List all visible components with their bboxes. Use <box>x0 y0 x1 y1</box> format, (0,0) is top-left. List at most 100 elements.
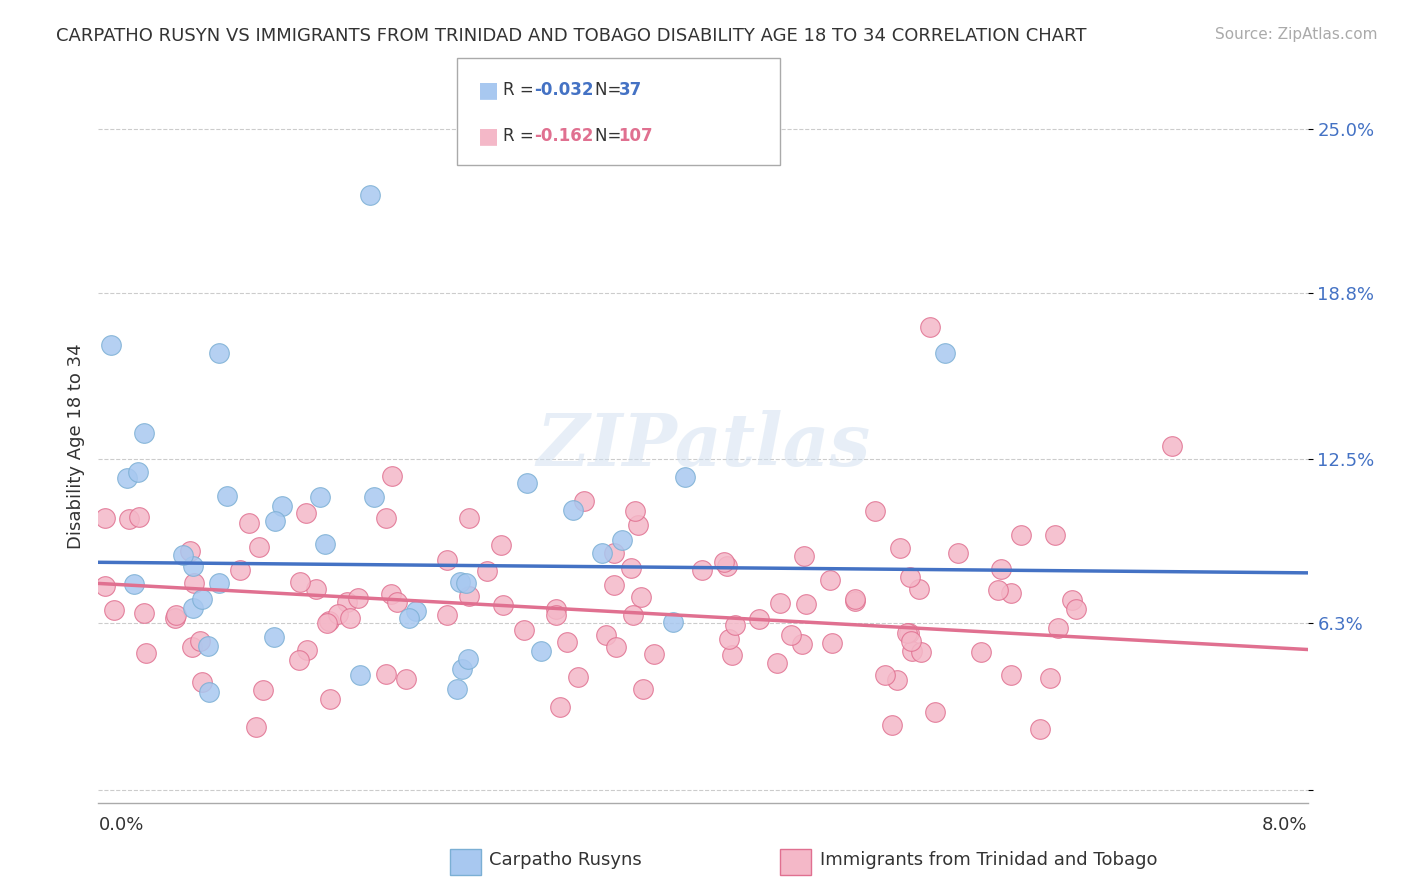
Point <box>295 643 318 657</box>
Point <box>1045 528 1067 542</box>
Point <box>546 601 568 615</box>
Point <box>1160 439 1182 453</box>
Point <box>603 546 626 560</box>
Point <box>901 644 924 658</box>
Point <box>208 346 231 360</box>
Point <box>94 579 117 593</box>
Point <box>1000 667 1022 681</box>
Point <box>398 611 420 625</box>
Text: N=: N= <box>595 127 626 145</box>
Point <box>627 517 650 532</box>
Text: ■: ■ <box>478 126 499 146</box>
Point <box>630 590 652 604</box>
Point <box>314 537 336 551</box>
Point <box>489 538 512 552</box>
Point <box>886 673 908 688</box>
Point <box>555 635 578 649</box>
Point <box>889 541 911 556</box>
Point <box>605 640 627 654</box>
Text: Carpatho Rusyns: Carpatho Rusyns <box>489 851 643 869</box>
Point <box>135 646 157 660</box>
Point <box>562 503 585 517</box>
Point <box>896 626 918 640</box>
Point <box>238 516 260 531</box>
Point <box>363 490 385 504</box>
Text: CARPATHO RUSYN VS IMMIGRANTS FROM TRINIDAD AND TOBAGO DISABILITY AGE 18 TO 34 CO: CARPATHO RUSYN VS IMMIGRANTS FROM TRINID… <box>56 27 1087 45</box>
Point <box>631 682 654 697</box>
Point <box>347 591 370 605</box>
Point <box>780 628 803 642</box>
Point <box>643 648 665 662</box>
Point <box>381 469 404 483</box>
Point <box>172 548 194 562</box>
Point <box>1000 586 1022 600</box>
Point <box>595 628 617 642</box>
Point <box>844 594 866 608</box>
Point <box>318 614 340 628</box>
Text: ZIPatlas: ZIPatlas <box>536 410 870 482</box>
Point <box>918 320 941 334</box>
Point <box>1046 621 1069 635</box>
Point <box>900 634 922 648</box>
Point <box>179 544 201 558</box>
Point <box>1039 671 1062 685</box>
Point <box>181 559 204 574</box>
Point <box>987 582 1010 597</box>
Point <box>717 632 740 647</box>
Point <box>454 576 477 591</box>
Point <box>898 625 921 640</box>
Point <box>349 667 371 681</box>
Point <box>326 607 349 621</box>
Point <box>271 499 294 513</box>
Point <box>134 606 156 620</box>
Point <box>252 682 274 697</box>
Point <box>910 645 932 659</box>
Point <box>724 617 747 632</box>
Bar <box>450 848 481 874</box>
Point <box>790 637 813 651</box>
Point <box>572 493 595 508</box>
Point <box>863 504 886 518</box>
Point <box>873 668 896 682</box>
Point <box>924 705 946 719</box>
Point <box>446 681 468 696</box>
Point <box>188 634 211 648</box>
Point <box>374 511 396 525</box>
Point <box>316 615 339 630</box>
Point <box>339 611 361 625</box>
Point <box>475 564 498 578</box>
Point <box>405 604 427 618</box>
Point <box>264 514 287 528</box>
Point <box>934 346 956 360</box>
Point <box>844 592 866 607</box>
Point <box>127 465 149 479</box>
Text: R =: R = <box>503 127 540 145</box>
Point <box>380 587 402 601</box>
Point <box>449 574 471 589</box>
Point <box>336 595 359 609</box>
Point <box>620 560 643 574</box>
Point <box>436 607 458 622</box>
Point <box>229 563 252 577</box>
Point <box>900 570 922 584</box>
Point <box>132 425 155 440</box>
Point <box>1060 593 1083 607</box>
Point <box>1066 602 1088 616</box>
Point <box>385 595 408 609</box>
Point <box>191 674 214 689</box>
Point <box>515 476 537 491</box>
Point <box>115 471 138 485</box>
Point <box>690 563 713 577</box>
Y-axis label: Disability Age 18 to 34: Disability Age 18 to 34 <box>66 343 84 549</box>
Point <box>766 656 789 670</box>
Point <box>713 555 735 569</box>
Point <box>245 720 267 734</box>
Text: -0.032: -0.032 <box>534 81 593 99</box>
Point <box>309 490 332 504</box>
Point <box>621 608 644 623</box>
Point <box>165 608 187 623</box>
Point <box>1028 722 1050 736</box>
Point <box>263 630 285 644</box>
Point <box>602 578 624 592</box>
Text: -0.162: -0.162 <box>534 127 593 145</box>
